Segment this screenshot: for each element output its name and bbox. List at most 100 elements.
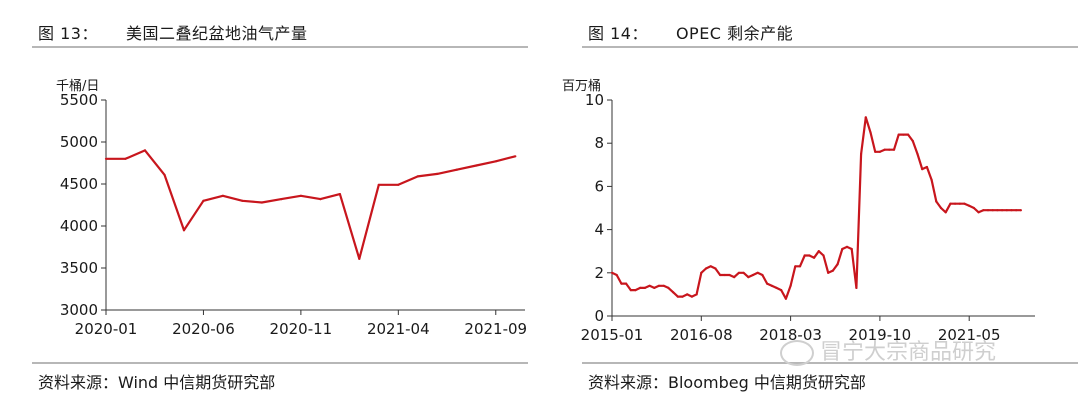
data-point <box>299 194 302 197</box>
data-point <box>813 256 816 259</box>
figure-13-chart: 千桶/日 3000 3500 4000 4500 5000 5500 2020-01 2020-… <box>56 79 527 338</box>
data-point <box>874 150 877 153</box>
data-point <box>742 271 745 274</box>
data-point <box>686 293 689 296</box>
series-line <box>611 116 1021 300</box>
y-tick-label: 8 <box>594 134 604 152</box>
data-point <box>982 209 985 212</box>
data-point <box>733 276 736 279</box>
data-point <box>892 148 896 151</box>
data-point <box>280 198 283 201</box>
data-point <box>416 175 419 178</box>
data-point <box>319 198 322 201</box>
data-point <box>897 133 900 136</box>
data-point <box>958 202 961 205</box>
x-tick-label: 2019-10 <box>849 326 912 344</box>
data-point <box>888 148 891 151</box>
data-point <box>494 160 497 163</box>
data-point <box>338 193 341 196</box>
y-tick-label: 10 <box>585 91 604 109</box>
figure-14-label: 图 14： <box>588 24 648 43</box>
data-point <box>714 267 717 270</box>
data-point <box>996 209 999 212</box>
figure-14-bottom-rule <box>582 362 1078 364</box>
data-point <box>860 152 863 156</box>
x-tick-label: 2015-01 <box>581 326 644 344</box>
data-point <box>986 209 990 212</box>
x-tick-label: 2020-11 <box>270 320 333 338</box>
data-point <box>954 202 957 205</box>
data-point <box>681 295 684 298</box>
data-point <box>747 276 750 279</box>
data-point <box>653 286 656 289</box>
y-tick-label: 4500 <box>60 175 98 193</box>
data-point <box>719 273 722 277</box>
data-point <box>436 172 439 175</box>
y-axis-unit-label: 千桶/日 <box>56 79 99 94</box>
data-point <box>963 202 966 205</box>
data-point <box>124 157 127 160</box>
data-point <box>615 273 618 277</box>
data-point <box>911 139 914 143</box>
data-point <box>695 293 698 296</box>
data-point <box>704 267 708 270</box>
series-line <box>106 149 516 260</box>
data-point <box>822 254 825 257</box>
data-point <box>798 265 802 268</box>
data-point <box>916 152 919 156</box>
y-tick-label: 5000 <box>60 133 98 151</box>
x-tick-label: 2021-09 <box>464 320 527 338</box>
data-point <box>972 206 975 210</box>
data-point <box>104 157 108 160</box>
data-point <box>944 211 947 214</box>
watermark-text: 冒宁大宗商品研究 <box>820 340 997 365</box>
data-point <box>377 183 380 186</box>
data-point <box>751 273 755 277</box>
data-point <box>514 155 517 158</box>
data-point <box>1015 209 1018 212</box>
data-point <box>1001 209 1004 212</box>
data-point <box>869 131 872 134</box>
figure-14-chart: 百万桶 0 2 4 6 8 10 2015-01 2016-08 2018-03 2019-10 20… <box>562 79 1035 344</box>
data-point <box>625 282 628 285</box>
data-point <box>925 165 928 169</box>
data-point <box>728 273 731 277</box>
data-point <box>939 206 943 210</box>
data-point <box>808 254 811 257</box>
y-tick-label: 2 <box>594 264 604 282</box>
data-point <box>756 271 759 274</box>
data-point <box>803 254 806 257</box>
data-point <box>977 211 980 214</box>
data-point <box>629 289 632 292</box>
y-tick-label: 6 <box>594 177 604 195</box>
data-point <box>639 286 642 289</box>
data-point <box>676 295 679 298</box>
data-point <box>907 133 910 136</box>
data-point <box>902 133 905 136</box>
data-point <box>241 199 244 202</box>
data-point <box>841 247 844 251</box>
data-point <box>878 150 881 153</box>
data-point <box>935 200 938 203</box>
figure-14-title-text: OPEC 剩余产能 <box>675 24 794 43</box>
data-point <box>770 284 773 287</box>
data-point <box>455 168 458 171</box>
x-tick-label: 2021-05 <box>938 326 1001 344</box>
data-point <box>709 265 712 268</box>
data-point <box>143 149 147 152</box>
data-point <box>620 282 623 285</box>
data-point <box>1010 209 1013 212</box>
data-point <box>817 250 820 253</box>
data-point <box>968 204 971 207</box>
data-point <box>672 291 675 294</box>
data-point <box>836 263 839 266</box>
y-axis-unit-label: 百万桶 <box>562 79 601 94</box>
data-point <box>991 209 994 212</box>
data-point <box>766 282 769 285</box>
x-tick-label: 2020-06 <box>172 320 235 338</box>
data-point <box>883 148 886 151</box>
data-point <box>761 273 764 277</box>
y-tick-label: 3500 <box>60 259 98 277</box>
data-point <box>784 297 787 300</box>
data-point <box>182 229 186 232</box>
